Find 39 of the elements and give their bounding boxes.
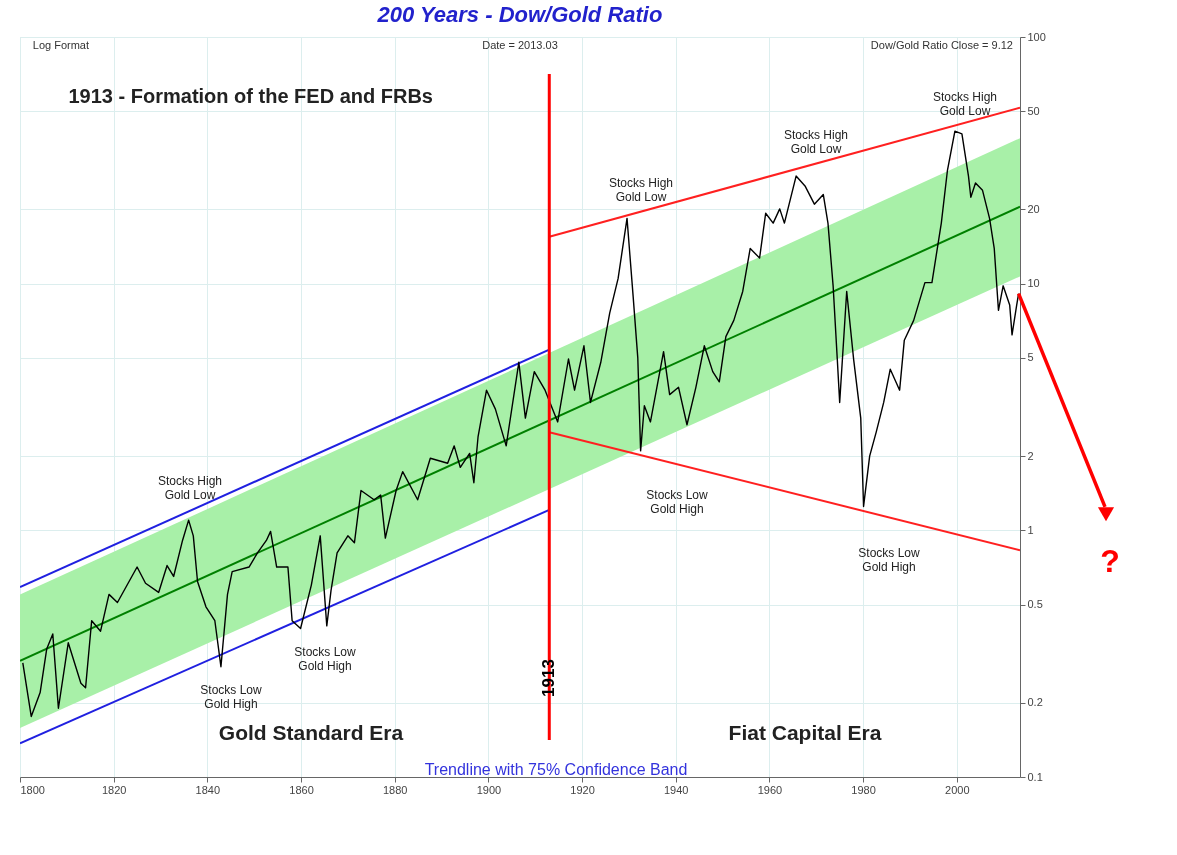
y-tick-label: 20 (1027, 202, 1040, 215)
annotation: Stocks High Gold Low (783, 127, 849, 156)
annotation: Stocks Low Gold High (858, 545, 921, 574)
y-tick-label: 2 (1027, 449, 1034, 462)
x-tick-label: 1840 (195, 783, 221, 796)
annotation: Stocks Low Gold High (294, 644, 357, 673)
annotation: Log Format (32, 38, 90, 51)
annotation: Fiat Capital Era (728, 721, 882, 745)
annotation: Gold Standard Era (218, 721, 404, 745)
x-tick-label: 1800 (20, 783, 45, 796)
annotation: Stocks High Gold Low (157, 474, 223, 502)
annotation: Stocks Low Gold High (646, 488, 709, 517)
annotation: Date = 2013.03 (482, 38, 558, 51)
y-tick-label: 100 (1027, 30, 1046, 43)
x-tick-label: 1960 (757, 783, 783, 796)
x-tick-label: 1940 (664, 783, 689, 796)
x-tick-label: 1920 (570, 783, 595, 796)
x-tick-label: 1900 (476, 783, 502, 796)
x-tick-label: 1860 (289, 783, 314, 796)
y-tick-label: 50 (1027, 104, 1040, 117)
annotation: Dow/Gold Ratio Close = 9.12 (870, 38, 1013, 51)
y-tick-label: 0.2 (1027, 696, 1043, 709)
x-tick-label: 1820 (101, 783, 127, 796)
y-tick-label: 5 (1027, 351, 1034, 364)
chart-title: 200 Years - Dow/Gold Ratio (376, 2, 663, 27)
annotation: Trendline with 75% Confidence Band (424, 760, 688, 778)
annotation: 1913 - Formation of the FED and FRBs (68, 84, 433, 107)
ref-line-label: 1913 (539, 659, 559, 697)
annotation: Stocks High Gold Low (932, 89, 998, 118)
y-tick-label: 1 (1027, 523, 1034, 536)
text: ? (1100, 543, 1120, 580)
annotation: Stocks High Gold Low (608, 175, 674, 204)
y-tick-label: 0.1 (1027, 770, 1043, 783)
y-tick-label: 0.5 (1027, 598, 1043, 611)
x-tick-label: 1880 (382, 783, 408, 796)
y-tick-label: 10 (1027, 277, 1040, 290)
annotation: Stocks Low Gold High (200, 683, 263, 712)
x-tick-label: 1980 (851, 783, 876, 796)
x-tick-label: 2000 (945, 783, 970, 796)
